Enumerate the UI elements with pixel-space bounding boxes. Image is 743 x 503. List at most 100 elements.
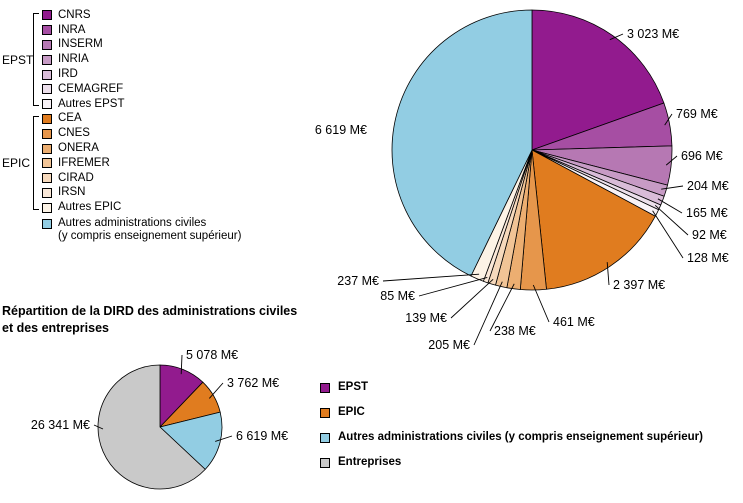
legend-label: CEMAGREF (58, 82, 124, 95)
pie1-value-label-inra: 769 M€ (676, 107, 718, 121)
legend-label: Autres EPST (58, 97, 125, 110)
pie1-value-label-ird: 165 M€ (686, 206, 728, 220)
legend-label: Autres administrations civiles (58, 217, 207, 230)
legend-label: CEA (58, 112, 82, 125)
legend-swatch (42, 54, 52, 65)
legend-item-cnes: CNES (42, 126, 241, 141)
legend-label: CIRAD (58, 171, 94, 184)
pie1-value-label-cirad: 139 M€ (405, 311, 447, 325)
pie2-leader-autres-administrations-civiles-y-compris (215, 435, 233, 442)
legend-item-autres-epic: Autres EPIC (42, 200, 241, 215)
pie1-value-label-autres-epic: 237 M€ (337, 274, 379, 288)
legend-swatch (42, 69, 52, 80)
pie1-value-label-irsn: 85 M€ (380, 289, 415, 303)
legend-swatch (42, 113, 52, 124)
epst-group-label: EPST (2, 53, 34, 67)
epic-group-label: EPIC (2, 156, 31, 170)
legend-item-inserm: INSERM (42, 38, 241, 53)
section-title-line1: Répartition de la DIRD des administratio… (2, 304, 298, 318)
pie2-value-label-epst: 5 078 M€ (186, 348, 238, 362)
legend-swatch (42, 187, 52, 198)
pie2-value-label-autres-administrations-civiles-y-compris: 6 619 M€ (236, 429, 288, 443)
legend-label: Autres administrations civiles (y compri… (338, 431, 703, 443)
legend-swatch (42, 84, 52, 95)
pie1-value-label-inserm: 696 M€ (681, 149, 723, 163)
legend-item-epic: EPIC (320, 400, 703, 425)
legend-item-cirad: CIRAD (42, 171, 241, 186)
pie1-leader-cnes (532, 284, 550, 323)
pie1-leader-ird (657, 198, 683, 214)
section-title-line2: et des entreprises (2, 321, 109, 335)
legend-label: (y compris enseignement supérieur) (58, 230, 242, 243)
pie1-leader-autres-epst (652, 210, 684, 259)
pie1-value-label-cea: 2 397 M€ (613, 278, 665, 292)
legend-swatch (42, 10, 52, 21)
pie1-leader-cirad (450, 278, 494, 319)
legend-label: INRA (58, 23, 86, 36)
legend-label: IRSN (58, 186, 86, 199)
pie1-slice-cnrs (531, 9, 665, 151)
pie1-value-label-cnrs: 3 023 M€ (627, 27, 679, 41)
pie1-leader-inra (664, 113, 673, 126)
legend-item-cnrs: CNRS (42, 8, 241, 23)
legend-item-inria: INRIA (42, 52, 241, 67)
pie1-value-label-ifremer: 205 M€ (428, 338, 470, 352)
pie1-slice-cea (531, 149, 656, 290)
legend-organismes: CNRS INRA INSERM INRIA IRD CEMAGREF Autr… (42, 8, 241, 243)
legend-label: EPST (338, 381, 369, 393)
legend-item-epst: EPST (320, 375, 703, 400)
legend-swatch (42, 128, 52, 139)
legend-label: Autres EPIC (58, 201, 122, 214)
pie1-leader-inserm (665, 155, 678, 166)
pie2-slice-entreprises (97, 364, 206, 490)
epic-bracket (33, 116, 39, 210)
legend-swatch (42, 219, 52, 230)
pie2-value-label-entreprises: 26 341 M€ (31, 418, 90, 432)
legend-item-cea: CEA (42, 112, 241, 127)
pie2-value-label-epic: 3 762 M€ (227, 376, 279, 390)
legend-secteurs: EPST EPIC Autres administrations civiles… (320, 375, 703, 475)
legend-label: INSERM (58, 38, 103, 51)
pie1-leader-ifremer (473, 281, 503, 346)
pie1-value-label-inria: 204 M€ (687, 179, 729, 193)
pie1-value-label-cemagref: 92 M€ (692, 228, 727, 242)
legend-swatch (42, 99, 52, 110)
legend-item-ird: IRD (42, 67, 241, 82)
legend-item-entreprises: Entreprises (320, 450, 703, 475)
legend-item-irsn: IRSN (42, 186, 241, 201)
pie1-value-label-onera: 238 M€ (494, 324, 536, 338)
legend-swatch (42, 25, 52, 36)
legend-swatch (42, 173, 52, 184)
pie2-leader-epic (208, 382, 224, 399)
epst-bracket (33, 13, 39, 106)
pie2-leader-entreprises (93, 424, 104, 430)
section-title: Répartition de la DIRD des administratio… (2, 303, 297, 337)
legend-item-autres-administrations-civiles: Autres administrations civiles (y compri… (320, 425, 703, 450)
legend-item-ifremer: IFREMER (42, 156, 241, 171)
pie1-leader-cnrs (609, 33, 624, 41)
pie1-leader-cea (606, 262, 610, 286)
pie2-slice-autres-administrations-civiles-y-compris (159, 411, 223, 470)
legend-item-inra: INRA (42, 23, 241, 38)
legend-label: EPIC (338, 406, 365, 418)
legend-label: IRD (58, 68, 78, 81)
legend-item-autres-administrations: Autres administrations civiles (y compri… (42, 217, 241, 243)
legend-swatch (320, 432, 330, 443)
legend-swatch (320, 382, 330, 393)
pie1-value-label-autres-administrations-civiles-y-compris: 6 619 M€ (315, 123, 367, 137)
pie1-value-label-autres-epst: 128 M€ (687, 251, 729, 265)
legend-label: INRIA (58, 53, 89, 66)
legend-swatch (320, 407, 330, 418)
pie1-leader-autres-epic (382, 273, 480, 282)
legend-label: ONERA (58, 142, 99, 155)
legend-swatch (320, 457, 330, 468)
legend-item-autres-epst: Autres EPST (42, 97, 241, 112)
legend-label: Entreprises (338, 456, 402, 468)
legend-label: CNRS (58, 8, 91, 21)
legend-item-onera: ONERA (42, 141, 241, 156)
pie1-leader-onera (489, 283, 515, 332)
pie1-value-label-cnes: 461 M€ (553, 315, 595, 329)
pie1-leader-inria (661, 185, 684, 190)
